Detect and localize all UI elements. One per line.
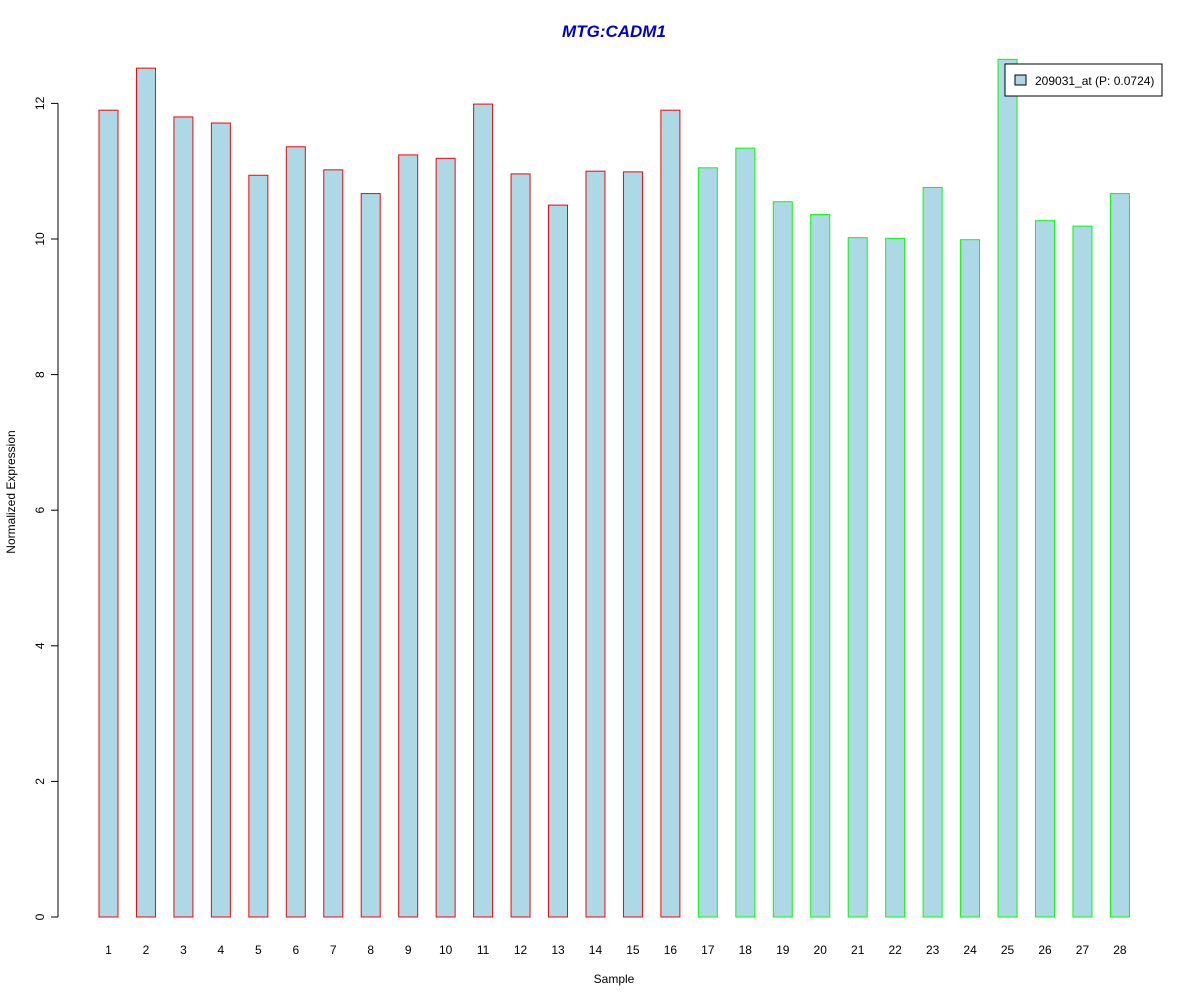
x-tick-label: 9: [405, 943, 412, 957]
bar: [885, 237, 906, 918]
y-axis: 0 2 4 6 8 10 12: [33, 96, 59, 920]
y-tick-label: 4: [33, 642, 47, 649]
x-tick-label: 6: [292, 943, 299, 957]
bar: [473, 103, 494, 918]
x-tick-label: 22: [888, 943, 902, 957]
bar: [697, 167, 718, 918]
y-tick-label: 6: [33, 507, 47, 514]
y-tick-label: 8: [33, 371, 47, 378]
bar: [360, 193, 381, 918]
x-tick-label: 12: [514, 943, 528, 957]
x-tick-label: 24: [963, 943, 977, 957]
y-tick-label: 0: [33, 913, 47, 920]
x-tick-label: 1: [105, 943, 112, 957]
x-tick-label: 4: [218, 943, 225, 957]
x-tick-label: 16: [664, 943, 678, 957]
legend: 209031_at (P: 0.0724): [1004, 63, 1163, 97]
bar: [323, 169, 344, 918]
bar: [922, 186, 943, 918]
bar: [210, 122, 231, 918]
bar: [997, 58, 1018, 918]
bar: [585, 170, 606, 918]
x-tick-label: 21: [851, 943, 865, 957]
x-tick-label: 3: [180, 943, 187, 957]
legend-swatch: [1014, 74, 1027, 86]
bar: [510, 173, 531, 918]
bars: [98, 58, 1130, 918]
bar: [248, 174, 269, 918]
bar: [285, 146, 306, 918]
bar: [135, 67, 156, 918]
x-axis-title: Sample: [594, 972, 635, 986]
bar: [622, 171, 643, 918]
bar: [660, 109, 681, 918]
x-tick-label: 15: [626, 943, 640, 957]
chart-title: MTG:CADM1: [562, 22, 666, 41]
x-tick-label: 7: [330, 943, 337, 957]
x-tick-label: 13: [551, 943, 565, 957]
legend-box: [1004, 63, 1163, 97]
bar: [398, 154, 419, 918]
bar: [810, 214, 831, 918]
bar: [435, 157, 456, 918]
bar: [98, 109, 119, 918]
x-tick-label: 26: [1038, 943, 1052, 957]
bar: [1035, 220, 1055, 918]
x-tick-label: 10: [439, 943, 453, 957]
x-tick-label: 20: [814, 943, 828, 957]
bar: [173, 116, 194, 918]
x-axis-tick-labels: 1 2 3 4 5 6 7 8 9 10 11 12 13 14 15 16 17 18 19 20 21 22 23 24 2…: [105, 943, 1127, 957]
y-axis-title: Normalized Expression: [4, 430, 18, 553]
bar: [960, 239, 981, 918]
x-tick-label: 5: [255, 943, 262, 957]
x-tick-label: 2: [143, 943, 150, 957]
x-tick-label: 14: [589, 943, 603, 957]
bar: [847, 237, 868, 918]
y-tick-label: 10: [33, 232, 47, 246]
bar: [548, 204, 569, 918]
x-tick-label: 19: [776, 943, 790, 957]
x-tick-label: 17: [701, 943, 715, 957]
bar: [1072, 225, 1093, 918]
x-tick-label: 28: [1113, 943, 1127, 957]
bar: [735, 147, 756, 918]
y-tick-label: 12: [33, 96, 47, 110]
bar: [772, 201, 793, 918]
y-tick-label: 2: [33, 778, 47, 785]
x-tick-label: 18: [739, 943, 753, 957]
legend-label: 209031_at (P: 0.0724): [1035, 74, 1154, 88]
x-tick-label: 11: [477, 943, 490, 957]
x-tick-label: 27: [1076, 943, 1090, 957]
x-tick-label: 25: [1001, 943, 1015, 957]
x-tick-label: 23: [926, 943, 940, 957]
bar: [1109, 193, 1130, 918]
x-tick-label: 8: [367, 943, 374, 957]
